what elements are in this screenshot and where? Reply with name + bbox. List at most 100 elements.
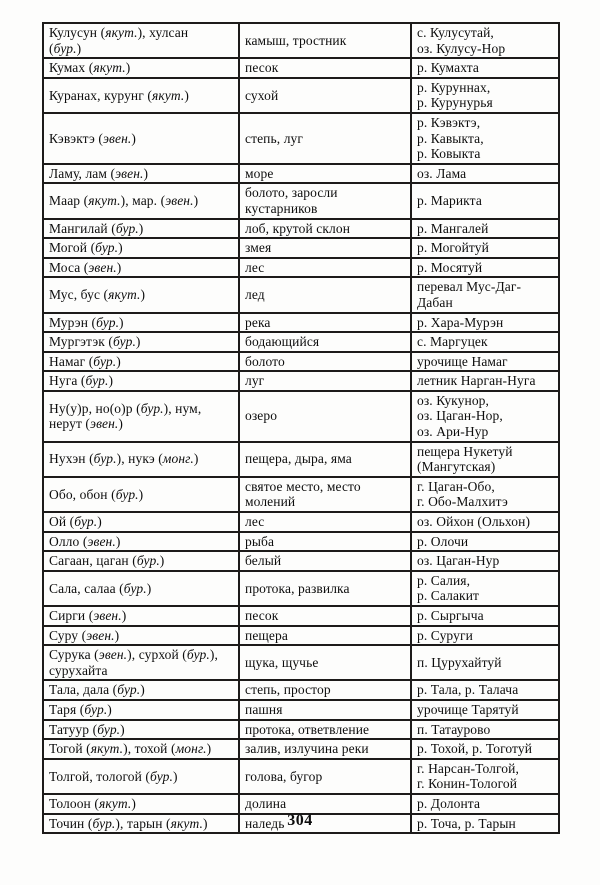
examples-cell: р. Куруннах, р. Курунурья	[410, 76, 560, 114]
term-cell: Нухэн (бур.), нукэ (монг.)	[42, 440, 240, 478]
meaning-cell: луг	[238, 370, 412, 392]
term-cell: Сагаан, цаган (бур.)	[42, 550, 240, 572]
table-row: Маар (якут.), мар. (эвен.) болото, заросл…	[42, 182, 560, 220]
meaning-cell: река	[238, 311, 412, 334]
meaning-cell: лоб, крутой склон	[238, 217, 412, 240]
examples-cell: р. Могойтуй	[410, 237, 560, 259]
term-cell: Таря (бур.)	[42, 698, 240, 721]
meaning-cell: пещера	[238, 624, 412, 647]
term-cell: Точин (бур.), тарын (якут.)	[42, 812, 240, 835]
meaning-cell: белый	[238, 550, 412, 572]
table-row: Намаг (бур.) болото урочище Намаг	[42, 350, 560, 373]
term-cell: Мус, бус (якут.)	[42, 276, 240, 314]
examples-cell: п. Татаурово	[410, 718, 560, 741]
meaning-cell: рыба	[238, 530, 412, 553]
term-cell: Татуур (бур.)	[42, 718, 240, 741]
examples-cell: р. Салия, р. Салакит	[410, 569, 560, 608]
examples-cell: урочище Намаг	[410, 350, 560, 373]
meaning-cell: сухой	[238, 76, 412, 114]
meaning-cell: степь, простор	[238, 679, 412, 701]
table-row: Сала, салаа (бур.) протока, развилка р. Са…	[42, 569, 560, 608]
meaning-cell: пещера, дыра, яма	[238, 440, 412, 478]
table-row: Мурэн (бур.) река р. Хара-Мурэн	[42, 311, 560, 334]
meaning-cell: залив, излучина реки	[238, 738, 412, 760]
term-cell: Ламу, лам (эвен.)	[42, 162, 240, 185]
examples-cell: р. Мосятуй	[410, 256, 560, 279]
examples-cell: г. Цаган-Обо, г. Обо-Малхитэ	[410, 475, 560, 514]
examples-cell: р. Тала, р. Талача	[410, 679, 560, 701]
table-row: Кумах (якут.) песок р. Кумахта	[42, 57, 560, 79]
term-cell: Маар (якут.), мар. (эвен.)	[42, 182, 240, 220]
examples-cell: р. Мангалей	[410, 217, 560, 240]
table-row: Толоон (якут.) долина р. Долонта	[42, 792, 560, 815]
toponym-table: Кулусун (якут.), хулсан (бур.) камыш, тро…	[42, 21, 560, 835]
examples-cell: р. Олочи	[410, 530, 560, 553]
table-row: Толгой, тологой (бур.) голова, бугор г. На…	[42, 757, 560, 795]
meaning-cell: лес	[238, 256, 412, 279]
meaning-cell: песок	[238, 605, 412, 627]
term-cell: Толоон (якут.)	[42, 792, 240, 815]
table-row: Ну(у)р, но(о)р (бур.), нум, нерут (эвен.…	[42, 389, 560, 443]
table-row: Татуур (бур.) протока, ответвление п. Тата…	[42, 718, 560, 741]
term-cell: Мангилай (бур.)	[42, 217, 240, 240]
examples-cell: г. Нарсан-Толгой, г. Конин-Тологой	[410, 757, 560, 795]
examples-cell: р. Кэвэктэ, р. Кавыкта, р. Ковыкта	[410, 111, 560, 165]
table-row: Кулусун (якут.), хулсан (бур.) камыш, тро…	[42, 21, 560, 60]
examples-cell: р. Суруги	[410, 624, 560, 647]
examples-cell: р. Тохой, р. Тоготуй	[410, 738, 560, 760]
table-row: Ой (бур.) лес оз. Ойхон (Ольхон)	[42, 511, 560, 533]
meaning-cell: море	[238, 162, 412, 185]
examples-cell: р. Хара-Мурэн	[410, 311, 560, 334]
table-row: Нухэн (бур.), нукэ (монг.) пещера, дыра, …	[42, 440, 560, 478]
term-cell: Моса (эвен.)	[42, 256, 240, 279]
term-cell: Сала, салаа (бур.)	[42, 569, 240, 608]
table-row: Обо, обон (бур.) святое место, место моле…	[42, 475, 560, 514]
table-row: Могой (бур.) змея р. Могойтуй	[42, 237, 560, 259]
meaning-cell: песок	[238, 57, 412, 79]
meaning-cell: озеро	[238, 389, 412, 443]
term-cell: Ой (бур.)	[42, 511, 240, 533]
meaning-cell: протока, развилка	[238, 569, 412, 608]
term-cell: Кумах (якут.)	[42, 57, 240, 79]
examples-cell: оз. Кукунор, оз. Цаган-Нор, оз. Ари-Нур	[410, 389, 560, 443]
meaning-cell: болото, заросли кустарников	[238, 182, 412, 220]
term-cell: Сурука (эвен.), сурхой (бур.), сурухайта	[42, 644, 240, 682]
examples-cell: оз. Цаган-Нур	[410, 550, 560, 572]
meaning-cell: голова, бугор	[238, 757, 412, 795]
term-cell: Кэвэктэ (эвен.)	[42, 111, 240, 165]
examples-cell: п. Цурухайтуй	[410, 644, 560, 682]
table-row: Таря (бур.) пашня урочище Тарятуй	[42, 698, 560, 721]
table-row: Нуга (бур.) луг летник Нарган-Нуга	[42, 370, 560, 392]
examples-cell: р. Долонта	[410, 792, 560, 815]
table-row: Сирги (эвен.) песок р. Сыргыча	[42, 605, 560, 627]
term-cell: Куранах, курунг (якут.)	[42, 76, 240, 114]
meaning-cell: лес	[238, 511, 412, 533]
examples-cell: оз. Ойхон (Ольхон)	[410, 511, 560, 533]
term-cell: Намаг (бур.)	[42, 350, 240, 373]
examples-cell: р. Сыргыча	[410, 605, 560, 627]
table-row: Сурука (эвен.), сурхой (бур.), сурухайта…	[42, 644, 560, 682]
examples-cell: перевал Мус-Даг- Дабан	[410, 276, 560, 314]
table-row: Куранах, курунг (якут.) сухой р. Куруннах,…	[42, 76, 560, 114]
examples-cell: оз. Лама	[410, 162, 560, 185]
term-cell: Олло (эвен.)	[42, 530, 240, 553]
meaning-cell: протока, ответвление	[238, 718, 412, 741]
table-row: Тала, дала (бур.) степь, простор р. Тала, …	[42, 679, 560, 701]
term-cell: Мурэн (бур.)	[42, 311, 240, 334]
examples-cell: пещера Нукетуй (Мангутская)	[410, 440, 560, 478]
term-cell: Тала, дала (бур.)	[42, 679, 240, 701]
term-cell: Могой (бур.)	[42, 237, 240, 259]
term-cell: Обо, обон (бур.)	[42, 475, 240, 514]
term-cell: Тогой (якут.), тохой (монг.)	[42, 738, 240, 760]
term-cell: Кулусун (якут.), хулсан (бур.)	[42, 21, 240, 60]
table-row: Тогой (якут.), тохой (монг.) залив, излуч…	[42, 738, 560, 760]
term-cell: Сирги (эвен.)	[42, 605, 240, 627]
table-row: Сагаан, цаган (бур.) белый оз. Цаган-Нур	[42, 550, 560, 572]
page-number: 304	[287, 812, 313, 829]
meaning-cell: пашня	[238, 698, 412, 721]
term-cell: Суру (эвен.)	[42, 624, 240, 647]
examples-cell: с. Кулусутай, оз. Кулусу-Нор	[410, 21, 560, 60]
meaning-cell: щука, щучье	[238, 644, 412, 682]
table-row: Точин (бур.), тарын (якут.) наледь р. Точа…	[42, 812, 560, 835]
